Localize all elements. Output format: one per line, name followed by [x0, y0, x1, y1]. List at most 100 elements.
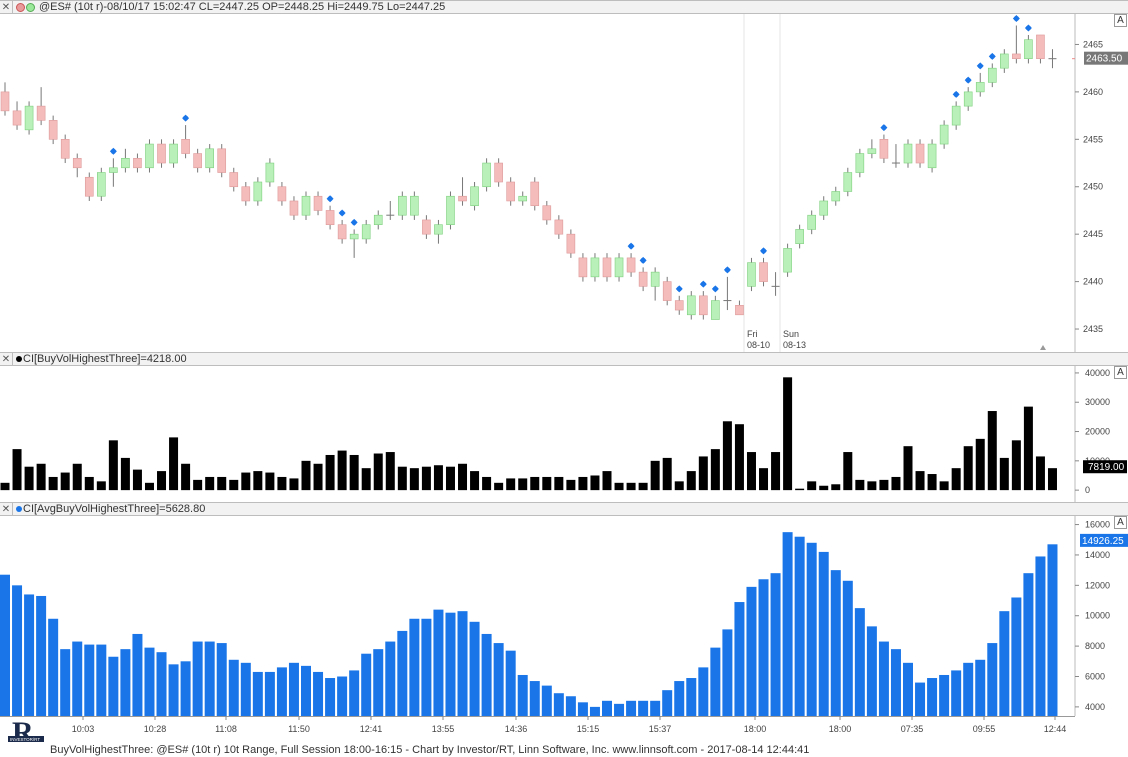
candle-body: [24, 105, 34, 131]
candle-body: [674, 300, 684, 311]
candle-body: [410, 195, 419, 216]
candle-body: [72, 157, 82, 169]
vol-bar: [205, 476, 215, 491]
avg-bar: [36, 595, 47, 716]
vol-bar: [217, 476, 227, 491]
close-icon[interactable]: ✕: [0, 1, 13, 13]
close-icon[interactable]: ✕: [0, 353, 13, 365]
vol-bar: [12, 449, 22, 491]
avg-bar: [192, 641, 203, 716]
candle-body: [686, 295, 696, 316]
x-tick-label: 18:00: [744, 724, 767, 734]
candle-body: [241, 186, 251, 202]
vol-bar: [48, 476, 58, 491]
candle-body: [494, 162, 503, 183]
avg-pane-header: ✕ CI[AvgBuyVolHighestThree]=5628.80: [0, 502, 1128, 516]
vol-bar: [698, 456, 708, 491]
x-tick-label: 11:50: [288, 724, 310, 734]
avg-bar: [854, 608, 865, 716]
avg-bar: [457, 611, 468, 716]
candle-body: [12, 110, 22, 126]
date-label-date: 08-10: [747, 340, 770, 350]
autoscale-button-vol[interactable]: A: [1114, 366, 1127, 379]
avg-bar: [264, 671, 275, 716]
signal-dot: [724, 267, 731, 273]
vol-bar: [518, 478, 528, 491]
y-tick-label: 2445: [1083, 229, 1103, 239]
avg-bar: [349, 670, 360, 716]
last-price-label: 2463.50: [1086, 54, 1123, 65]
signal-dot: [989, 53, 995, 60]
avg-bar: [963, 662, 974, 716]
candle-body: [349, 233, 359, 240]
autoscale-button-avg[interactable]: A: [1114, 516, 1127, 529]
signal-dot: [700, 281, 706, 287]
avg-bar: [541, 685, 552, 716]
candle-body: [458, 195, 467, 202]
y-tick-label: 2465: [1083, 39, 1103, 49]
vol-bar: [951, 468, 961, 491]
avg-bar: [469, 621, 480, 716]
autoscale-button-price[interactable]: A: [1114, 14, 1127, 27]
x-axis: 10:03 10:28 11:08 11:50 12:41 13:55 14:36 15:15…: [0, 716, 1075, 734]
candle-body: [361, 224, 371, 240]
avg-bar: [830, 570, 841, 716]
avg-bar: [60, 649, 71, 716]
scroll-triangle-icon: [1040, 345, 1046, 350]
candle-body: [963, 91, 973, 107]
y-tick-label: 2435: [1083, 324, 1103, 334]
avg-bar: [927, 678, 938, 716]
avg-bar: [758, 579, 769, 716]
y-tick-label: 12000: [1085, 580, 1110, 590]
candle-body: [662, 281, 672, 301]
vol-bar: [795, 488, 805, 491]
y-tick-label: 2450: [1083, 182, 1103, 192]
vol-bar: [169, 437, 179, 491]
candle-body: [181, 139, 190, 154]
vol-bar: [867, 481, 877, 491]
vol-bar: [915, 471, 925, 491]
close-icon[interactable]: ✕: [0, 503, 13, 515]
avg-bar: [710, 647, 721, 716]
avg-bar: [421, 618, 432, 716]
vol-bar: [482, 476, 492, 491]
y-tick-label: 2455: [1083, 134, 1103, 144]
vol-bar: [1035, 456, 1045, 491]
vol-bar: [433, 465, 443, 491]
vol-bar: [530, 476, 540, 491]
candle-body: [614, 257, 624, 278]
candle-body: [398, 195, 407, 216]
avg-bar: [746, 586, 757, 716]
vol-bar: [626, 482, 636, 491]
candle-body: [927, 143, 937, 169]
avg-bar: [433, 609, 444, 716]
vol-bar: [120, 457, 130, 491]
last-value-label: 14926.25: [1082, 536, 1124, 547]
candle-body: [470, 186, 479, 207]
avg-bar: [987, 643, 998, 716]
vol-bar: [385, 452, 395, 491]
vol-bar: [614, 482, 624, 491]
vol-bar: [132, 469, 142, 491]
avg-bar: [650, 700, 661, 716]
y-tick-label: 14000: [1085, 550, 1110, 560]
candle-body: [337, 224, 347, 240]
green-circle-icon: [26, 2, 35, 12]
y-tick-label: 4000: [1085, 702, 1105, 712]
candle-body: [566, 233, 576, 254]
vol-bar: [313, 463, 323, 491]
vol-bar: [746, 452, 756, 491]
candle-body: [578, 257, 588, 278]
x-tick-label: 13:55: [432, 724, 455, 734]
avg-bar: [84, 644, 95, 716]
candle-body: [879, 139, 889, 159]
x-tick-label: 10:28: [144, 724, 167, 734]
vol-bar: [963, 446, 973, 491]
vol-bar: [1023, 406, 1033, 491]
avg-bar: [144, 647, 155, 716]
y-tick-label: 2440: [1083, 277, 1103, 287]
signal-dot: [110, 148, 116, 154]
avg-bar: [842, 580, 853, 716]
vol-bar: [879, 479, 889, 491]
